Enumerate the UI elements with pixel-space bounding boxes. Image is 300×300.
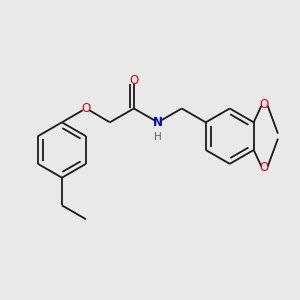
Text: N: N bbox=[153, 116, 163, 129]
Text: O: O bbox=[260, 161, 269, 175]
Text: O: O bbox=[129, 74, 139, 87]
Text: H: H bbox=[154, 132, 162, 142]
Text: O: O bbox=[260, 98, 269, 111]
Text: O: O bbox=[81, 102, 91, 115]
